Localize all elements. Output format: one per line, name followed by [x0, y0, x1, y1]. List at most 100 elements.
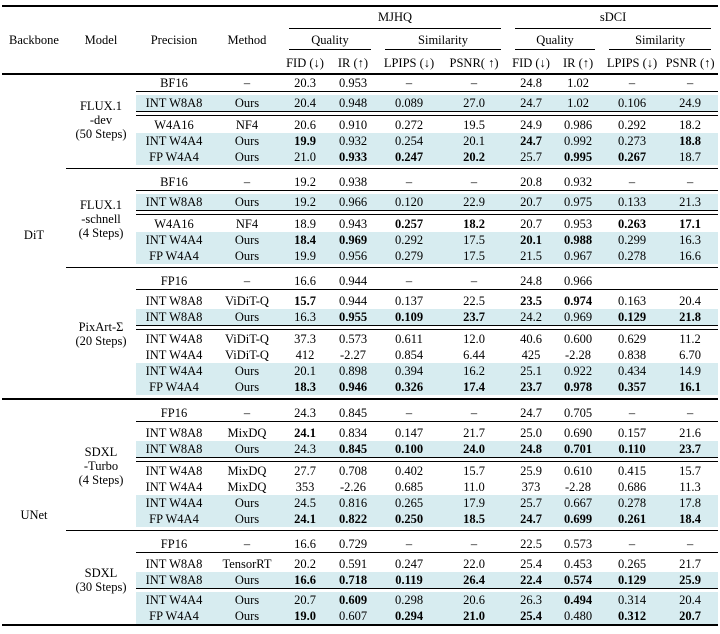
model-separator-rule [2, 527, 719, 536]
metric-value: 0.992 [554, 133, 603, 149]
metric-value: 0.816 [328, 495, 378, 511]
metric-value: 23.7 [508, 379, 555, 395]
metric-value: 15.7 [294, 294, 316, 308]
metric-value: 0.163 [617, 294, 647, 308]
metric-value: – [628, 406, 636, 420]
metric-value: 20.6 [294, 118, 316, 132]
col-header-sdci-psnr: PSNR (↑) [662, 53, 719, 75]
precision-cell: INT W8A8 [136, 309, 212, 325]
metric-value: 0.100 [378, 441, 440, 457]
metric-value: 20.1 [508, 232, 555, 248]
metric-value: 23.5 [520, 294, 542, 308]
metric-value: – [628, 175, 636, 189]
metric-value: 17.5 [440, 232, 509, 248]
model-label: FLUX.1 -schnell (4 Steps) [66, 174, 136, 264]
metric-value: 24.7 [508, 133, 555, 149]
metric-value: 24.2 [508, 309, 555, 325]
block-separator-rule-line [136, 421, 719, 422]
metric-value: 0.718 [328, 572, 378, 588]
metric-value: 24.3 [294, 406, 316, 420]
metric-value: 0.898 [328, 363, 378, 379]
metric-value: 20.4 [679, 294, 701, 308]
metric-value: 20.2 [294, 557, 316, 571]
metric-value: 0.995 [554, 149, 603, 165]
metric-value: 0.292 [378, 232, 440, 248]
metric-value: 37.3 [294, 332, 316, 346]
table-row: INT W8A8 Ours 24.3 0.845 0.100 24.0 24.8 0.701 0… [2, 441, 719, 457]
metric-value: 0.967 [554, 248, 603, 264]
metric-value: 21.0 [282, 149, 328, 165]
model-label: FLUX.1 -dev (50 Steps) [66, 74, 136, 165]
similarity-underline [609, 49, 712, 50]
metric-value: 0.933 [328, 149, 378, 165]
method-cell: Ours [212, 495, 282, 511]
method-cell: Ours [212, 194, 282, 210]
metric-value: – [686, 76, 694, 90]
metric-value: -2.28 [565, 348, 592, 362]
metric-value: 24.9 [520, 118, 542, 132]
table-body: DiT FLUX.1 -dev (50 Steps) BF16–20.3 0.953– –2… [2, 74, 719, 625]
metric-value: 0.129 [602, 309, 663, 325]
metric-value: 0.966 [328, 194, 378, 210]
metric-value: 0.600 [563, 332, 593, 346]
metric-value: 0.434 [602, 363, 663, 379]
metric-value: 0.708 [338, 464, 368, 478]
col-header-precision: Precision [136, 6, 212, 75]
metric-value: 24.7 [508, 511, 555, 527]
similarity-underline [385, 49, 502, 50]
method-cell: Ours [212, 608, 282, 625]
metric-value: 19.9 [282, 133, 328, 149]
metric-value: 21.7 [679, 557, 701, 571]
metric-value: 21.7 [463, 426, 485, 440]
backbone-label: UNet [2, 405, 66, 625]
metric-value: 0.838 [617, 348, 647, 362]
metric-value: 0.133 [602, 194, 663, 210]
metric-value: 24.8 [508, 441, 555, 457]
table-row: INT W4A4 Ours 19.9 0.932 0.254 20.1 24.7 0.992 0… [2, 133, 719, 149]
metric-value: 40.6 [520, 332, 542, 346]
metric-value: 0.247 [378, 149, 440, 165]
metric-value: 24.9 [662, 95, 719, 111]
table-row: INT W8A8 Ours 19.2 0.966 0.120 22.9 20.7 0.975 0… [2, 194, 719, 210]
metric-value: 0.834 [338, 426, 368, 440]
metric-value: – [628, 537, 636, 551]
block-separator-rule [2, 91, 719, 95]
metric-value: – [470, 537, 478, 551]
metric-value: – [686, 406, 694, 420]
metric-value: 24.8 [520, 274, 542, 288]
model-label-line: -dev [89, 113, 113, 127]
metric-value: 24.3 [282, 441, 328, 457]
method-cell: Ours [212, 441, 282, 457]
method-cell: MixDQ [227, 480, 267, 494]
block-separator-rule [2, 552, 719, 556]
model-label: SDXL (30 Steps) [66, 536, 136, 625]
metric-value: 0.119 [378, 572, 440, 588]
method-cell: ViDiT-Q [225, 348, 269, 362]
method-cell: Ours [212, 149, 282, 165]
metric-value: 0.966 [563, 274, 593, 288]
precision-cell: INT W8A8 [145, 294, 203, 308]
metric-value: 0.089 [378, 95, 440, 111]
metric-value: 20.2 [440, 149, 509, 165]
metric-value: 22.9 [440, 194, 509, 210]
model-separator-rule [2, 165, 719, 174]
model-label-line: FLUX.1 [79, 198, 123, 212]
metric-value: 16.2 [440, 363, 509, 379]
model-label-line: -schnell [81, 212, 121, 226]
metric-value: 0.922 [554, 363, 603, 379]
metric-value: 0.975 [554, 194, 603, 210]
metric-value: 6.70 [679, 348, 701, 362]
metric-value: 0.948 [328, 95, 378, 111]
metric-value: 0.978 [554, 379, 603, 395]
block-separator-rule [2, 588, 719, 592]
metric-value: 20.7 [520, 217, 542, 231]
metric-value: 0.610 [563, 464, 593, 478]
model-label-line: SDXL [84, 445, 118, 459]
table-row: PixArt-Σ (20 Steps) FP16 – 16.6 0.944 – – 24.8 0.… [2, 273, 718, 395]
metric-value: 22.5 [463, 294, 485, 308]
precision-cell: INT W8A8 [145, 557, 203, 571]
metric-value: 18.8 [662, 133, 719, 149]
quality-underline [289, 49, 371, 50]
model-label-line: -Turbo [83, 459, 119, 473]
block-separator-rule [2, 111, 719, 117]
